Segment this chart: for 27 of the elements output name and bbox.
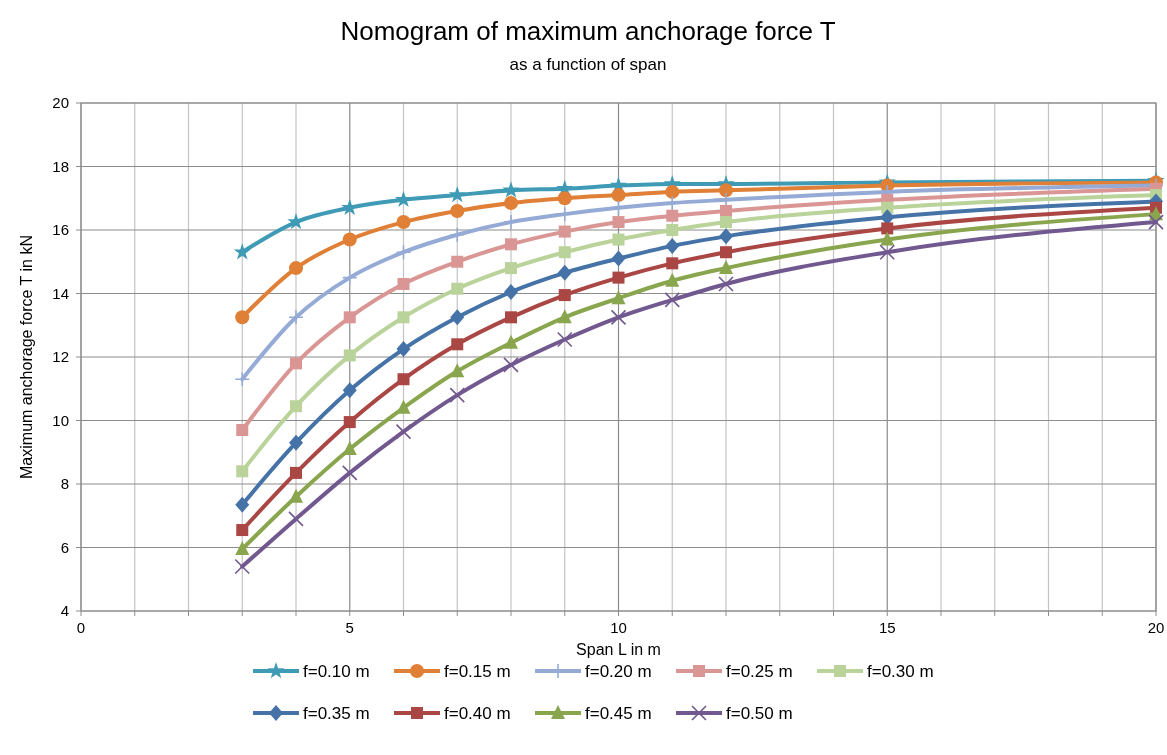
legend-label: f=0.20 m <box>585 662 652 681</box>
y-tick-label: 6 <box>60 538 69 556</box>
legend-label: f=0.35 m <box>303 704 370 723</box>
x-tick-label: 5 <box>345 619 354 636</box>
legend-label: f=0.40 m <box>444 704 511 723</box>
x-axis-title: Span L in m <box>576 641 661 658</box>
legend-label: f=0.50 m <box>726 704 793 723</box>
y-tick-label: 18 <box>52 157 69 175</box>
legend-label: f=0.25 m <box>726 662 793 681</box>
y-tick-label: 8 <box>60 475 69 492</box>
y-axis-title: Maximum anchorage force T in kN <box>18 235 35 479</box>
y-tick-label: 12 <box>52 348 69 365</box>
x-tick-label: 15 <box>878 619 896 636</box>
x-tick-label: 10 <box>610 619 627 636</box>
chart-subtitle: as a function of span <box>509 55 667 74</box>
x-tick-label: 0 <box>76 619 86 636</box>
y-tick-label: 20 <box>52 94 69 111</box>
y-tick-label: 16 <box>52 221 69 238</box>
legend-label: f=0.30 m <box>867 662 934 681</box>
legend-label: f=0.10 m <box>303 662 370 681</box>
x-tick-label: 20 <box>1147 619 1165 636</box>
legend-label: f=0.45 m <box>585 704 652 723</box>
y-tick-label: 14 <box>52 284 69 302</box>
y-tick-label: 4 <box>60 602 69 619</box>
legend-label: f=0.15 m <box>444 662 511 681</box>
chart-title: Nomogram of maximum anchorage force T <box>340 16 836 46</box>
y-tick-label: 10 <box>52 411 69 429</box>
